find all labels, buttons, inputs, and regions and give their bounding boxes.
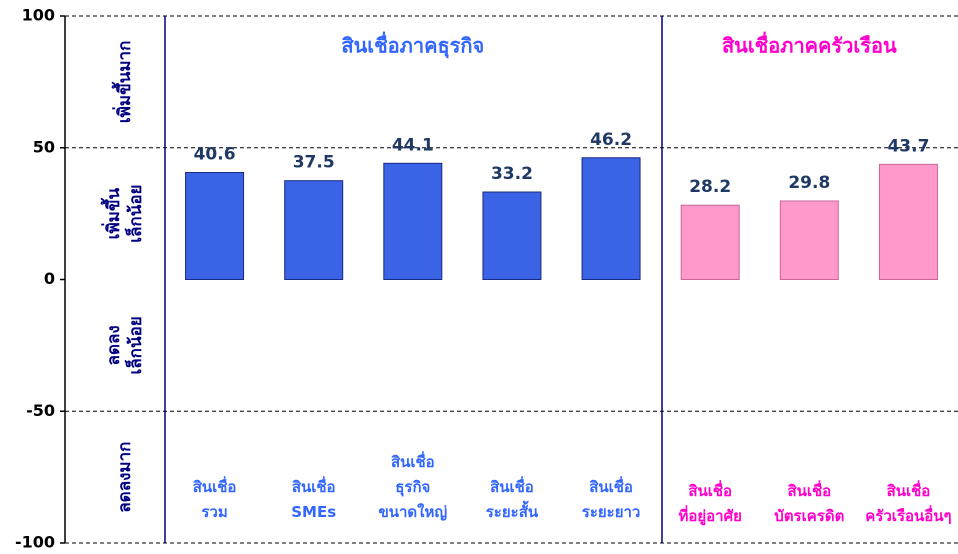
value-label: 37.5 — [293, 153, 335, 173]
value-label: 28.2 — [689, 177, 731, 197]
zone-label: ลดลงมาก — [115, 442, 135, 513]
x-tick-label-line: ขนาดใหญ่ — [378, 503, 447, 521]
zone-label-line: เพิ่มขึ้น — [100, 188, 124, 240]
zone-label: เพิ่มขึ้น เล็กน้อย — [100, 184, 146, 242]
x-tick-label-line: ครัวเรือนอื่นๆ — [865, 505, 951, 525]
zone-label-line: ลดลง — [104, 325, 124, 365]
x-tick-label-line: สินเชื่อ — [887, 480, 931, 500]
x-tick-label: สินเชื่อครัวเรือนอื่นๆ — [865, 480, 951, 525]
x-tick-label-line: สินเชื่อ — [688, 480, 732, 500]
value-label: 44.1 — [392, 135, 434, 155]
bar — [779, 200, 839, 281]
value-label: 33.2 — [491, 164, 533, 184]
y-tick-label: -100 — [15, 533, 55, 552]
value-label: 40.6 — [194, 145, 236, 165]
x-tick-label-line: ระยะสั้น — [486, 500, 539, 521]
x-tick-label: สินเชื่อ SMEs — [291, 476, 336, 521]
group-title: สินเชื่อภาคธุรกิจ — [341, 31, 484, 59]
value-label: 43.7 — [887, 136, 929, 156]
x-tick-label-line: สินเชื่อ — [787, 480, 831, 500]
x-tick-label-line: ระยะยาว — [582, 503, 641, 521]
x-tick-label-line: สินเชื่อ — [193, 476, 237, 496]
bar — [284, 180, 344, 280]
x-tick-label: สินเชื่อระยะยาว — [582, 476, 641, 521]
zone-label-line: ลดลงมาก — [115, 442, 135, 513]
y-tick-label: 0 — [44, 269, 55, 288]
x-tick-label: สินเชื่อรวม — [193, 476, 237, 521]
x-tick-label: สินเชื่อระยะสั้น — [486, 476, 539, 521]
x-tick-label: สินเชื่อที่อยู่อาศัย — [678, 480, 741, 526]
bar — [878, 163, 938, 280]
y-tick-label: 100 — [22, 6, 55, 25]
zone-label-line: เพิ่มขึ้นมาก — [111, 41, 135, 124]
y-tick-label: 50 — [33, 137, 55, 156]
x-tick-label-line: SMEs — [291, 503, 336, 521]
x-tick-label-line: รวม — [201, 503, 227, 521]
x-tick-label-line: ที่อยู่อาศัย — [678, 505, 741, 526]
x-tick-label-line: สินเชื่อ — [589, 476, 633, 496]
x-tick-label-line: ธุรกิจ — [395, 478, 430, 497]
x-tick-label-line: บัตรเครดิต — [774, 507, 844, 525]
zone-label: ลดลง เล็กน้อย — [104, 316, 146, 374]
x-tick-label-line: สินเชื่อ — [391, 451, 435, 471]
x-tick-label-line: สินเชื่อ — [490, 476, 534, 496]
x-tick-label: สินเชื่อบัตรเครดิต — [774, 480, 844, 525]
bar — [680, 204, 740, 280]
x-tick-label-line: สินเชื่อ — [292, 476, 336, 496]
zone-label-line: เล็กน้อย — [123, 184, 146, 242]
bar — [482, 191, 542, 281]
zone-label-line: เล็กน้อย — [123, 316, 146, 374]
group-title: สินเชื่อภาคครัวเรือน — [722, 31, 897, 58]
value-label: 46.2 — [590, 130, 632, 150]
value-label: 29.8 — [788, 173, 830, 193]
bar — [383, 162, 443, 280]
x-tick-label: สินเชื่อธุรกิจขนาดใหญ่ — [378, 451, 447, 521]
zone-label: เพิ่มขึ้นมาก — [111, 41, 135, 124]
bar — [185, 172, 245, 280]
bar — [581, 157, 641, 280]
y-tick-label: -50 — [26, 401, 55, 420]
